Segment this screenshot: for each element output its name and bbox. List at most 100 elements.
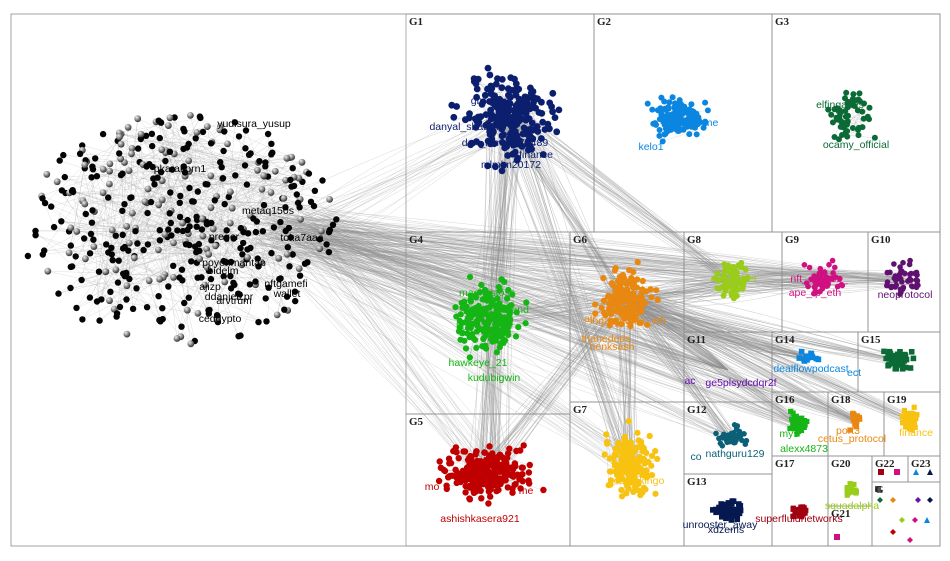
group-label-g23: G23: [911, 458, 931, 470]
graph-node: [118, 141, 125, 148]
graph-node: [114, 310, 120, 316]
node-label: ceddypto: [199, 313, 242, 325]
group-label-g7: G7: [573, 404, 588, 416]
graph-node: [803, 357, 809, 363]
graph-node: [616, 289, 622, 295]
graph-node: [443, 483, 449, 489]
graph-node: [125, 124, 132, 131]
graph-node: [520, 465, 526, 471]
graph-node: [802, 262, 808, 268]
graph-node: [602, 452, 608, 458]
graph-node: [204, 123, 211, 130]
node-label: neoprotocol: [878, 289, 933, 301]
graph-node: [157, 237, 163, 243]
graph-node: [174, 227, 180, 233]
graph-node: [652, 491, 658, 497]
graph-node: [620, 462, 626, 468]
graph-node: [126, 167, 133, 174]
graph-node: [144, 304, 150, 310]
graph-node: [891, 261, 897, 267]
graph-node: [107, 289, 113, 295]
graph-node: [604, 441, 610, 447]
graph-node: [188, 258, 194, 264]
node-label: nathguru129: [706, 448, 765, 460]
graph-node: [199, 226, 205, 232]
graph-node: [170, 274, 177, 281]
node-label: xdzems: [708, 524, 744, 536]
graph-node: [193, 135, 199, 141]
graph-node: [637, 294, 643, 300]
graph-node: [807, 265, 813, 271]
graph-node: [255, 319, 261, 325]
graph-node: [616, 447, 622, 453]
graph-node: [32, 232, 38, 238]
graph-node: [629, 293, 635, 299]
graph-node: [212, 197, 218, 203]
node-label: finance: [899, 427, 933, 439]
graph-node: [194, 129, 201, 136]
graph-node: [843, 114, 849, 120]
graph-node: [120, 232, 126, 238]
graph-node: [637, 458, 643, 464]
node-label: kelo1: [638, 141, 663, 153]
graph-node: [117, 304, 123, 310]
graph-node: [48, 203, 54, 209]
node-label: pregor: [209, 231, 240, 243]
graph-node: [227, 220, 234, 227]
node-label: ape_fp_eth: [789, 287, 842, 299]
graph-node: [193, 214, 199, 220]
graph-node: [473, 309, 479, 315]
graph-node: [855, 413, 860, 418]
graph-node: [89, 207, 95, 213]
graph-node: [73, 253, 79, 259]
graph-node: [437, 458, 443, 464]
graph-node: [666, 113, 672, 119]
graph-node: [491, 461, 497, 467]
graph-node: [87, 250, 93, 256]
graph-node: [677, 126, 683, 132]
graph-node: [232, 172, 238, 178]
graph-node: [897, 349, 903, 355]
graph-node: [548, 103, 555, 110]
graph-node: [146, 277, 153, 284]
graph-node: [912, 420, 917, 425]
graph-node: [832, 265, 838, 271]
graph-node: [850, 125, 856, 131]
graph-node: [907, 258, 913, 264]
graph-node: [197, 113, 203, 119]
graph-node: [121, 201, 127, 207]
graph-node: [909, 349, 915, 355]
graph-node: [630, 278, 636, 284]
graph-node: [498, 462, 504, 468]
graph-node: [79, 316, 85, 322]
node-label: ge5plsydcdqr2f: [705, 377, 776, 389]
graph-node: [96, 317, 102, 323]
graph-node: [89, 220, 95, 226]
graph-node: [91, 243, 98, 250]
graph-node: [505, 450, 511, 456]
graph-node: [227, 189, 234, 196]
graph-node: [123, 296, 129, 302]
graph-node: [291, 183, 297, 189]
graph-node: [265, 131, 271, 137]
graph-node: [732, 511, 738, 517]
graph-node: [520, 478, 526, 484]
graph-node: [713, 431, 719, 437]
graph-node: [100, 166, 107, 173]
graph-node: [731, 498, 737, 504]
node-label: danyal_shauraib: [429, 121, 506, 133]
graph-node: [540, 487, 546, 493]
graph-node: [606, 301, 612, 307]
graph-node: [247, 281, 253, 287]
node-label: kudubigwin: [468, 372, 521, 384]
graph-node: [473, 319, 479, 325]
graph-node: [39, 195, 45, 201]
graph-node: [528, 90, 535, 97]
graph-node: [601, 298, 607, 304]
graph-node: [113, 233, 119, 239]
graph-node: [908, 365, 914, 371]
graph-node: [297, 216, 304, 223]
graph-node: [452, 304, 458, 310]
group-label-g14: G14: [775, 334, 795, 346]
